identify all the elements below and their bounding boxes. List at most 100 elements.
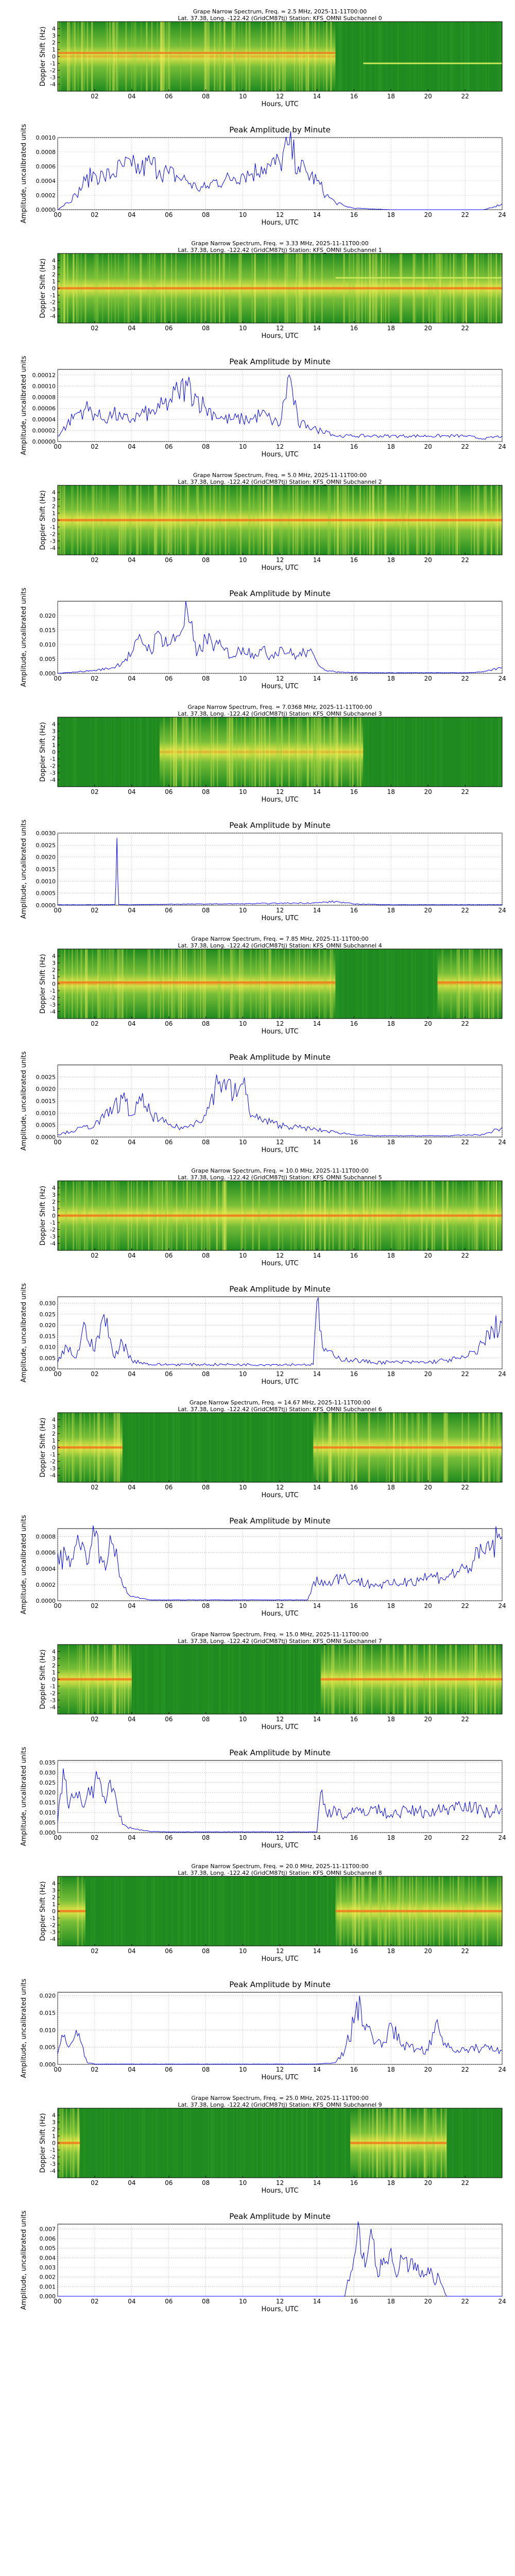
spectrogram-stripe: [282, 22, 284, 91]
x-tick-label: 16: [350, 2066, 358, 2073]
amplitude-title: Peak Amplitude by Minute: [229, 1284, 330, 1294]
spectrogram-stripe: [277, 22, 279, 91]
spectrogram-stripe: [366, 949, 368, 1019]
spectrogram-stripe: [170, 1413, 172, 1482]
spectrogram-stripe: [422, 949, 423, 1019]
x-tick-label: 22: [461, 1252, 469, 1259]
y-tick-label: 0.004: [40, 2255, 56, 2261]
spectrogram-stripe: [283, 2108, 285, 2178]
spectrogram-stripe: [378, 22, 380, 91]
spectrogram-stripe: [230, 949, 232, 1019]
y-tick-label: 0.010: [40, 2027, 56, 2033]
spectrogram-stripe: [497, 949, 499, 1019]
amplitude-ylabel: Amplitude, uncalibrated units: [20, 1283, 28, 1382]
y-tick-label: -2: [50, 1690, 56, 1697]
spectrogram-stripe: [125, 22, 127, 91]
spectrogram-6: Grape Narrow Spectrum, Freq. = 14.67 MHz…: [39, 1399, 503, 1499]
spectrogram-stripe: [303, 949, 305, 1019]
x-tick-label: 12: [276, 2066, 284, 2073]
spectrogram-stripe: [160, 1645, 163, 1714]
amplitude-ylabel: Amplitude, uncalibrated units: [20, 124, 28, 223]
y-tick-label: -4: [50, 1704, 56, 1711]
y-tick-label: 0.020: [40, 1789, 56, 1796]
x-tick-label: 10: [239, 1020, 247, 1027]
spectrogram-stripe: [441, 949, 443, 1019]
spectrogram-stripe: [77, 949, 78, 1019]
spectrogram-stripe: [317, 2108, 318, 2178]
spectrogram-stripe: [105, 717, 107, 787]
spectrogram-stripe: [149, 949, 151, 1019]
spectrogram-stripe: [218, 22, 220, 91]
spectrogram-stripe: [85, 949, 86, 1019]
spectrogram-stripe: [287, 1645, 289, 1714]
spectrogram-stripe: [249, 1645, 251, 1714]
spectrogram-stripe: [74, 717, 75, 787]
spectrogram-stripe: [170, 717, 171, 787]
y-tick-label: 0.00002: [32, 427, 56, 434]
spectrogram-stripe: [225, 1645, 226, 1714]
amplitude-chart-6: Peak Amplitude by Minute 0.0000 0.0002 0.00…: [20, 1515, 506, 1618]
y-tick-label: -4: [50, 1936, 56, 1943]
spectrogram-stripe: [264, 2108, 266, 2178]
spectrogram-stripe: [452, 2108, 453, 2178]
x-tick-label: 06: [165, 211, 173, 218]
x-tick-label: 16: [350, 1020, 358, 1027]
spectrogram-stripe: [274, 22, 276, 91]
spectrogram-stripe: [190, 1876, 192, 1946]
spectrogram-stripe: [208, 2108, 209, 2178]
spectrogram-stripe: [72, 717, 74, 787]
y-tick-label: 0.001: [40, 2283, 56, 2290]
spectrogram-stripe: [75, 717, 77, 787]
x-tick-label: 08: [202, 1370, 210, 1378]
spectrogram-title-line2: Lat. 37.38, Long. -122.42 (GridCM87tj) S…: [178, 1406, 382, 1413]
x-tick-label: 14: [313, 1252, 321, 1259]
x-tick-label: 12: [276, 2179, 284, 2187]
x-tick-label: 20: [424, 1020, 432, 1027]
spectrogram-stripe: [341, 2108, 342, 2178]
spectrogram-stripe: [115, 1876, 116, 1946]
y-tick-label: 0.0000: [36, 1598, 56, 1604]
y-tick-label: -3: [50, 1929, 56, 1936]
spectrogram-stripe: [110, 949, 112, 1019]
y-tick-label: -1: [50, 60, 56, 67]
x-tick-label: 12: [276, 1370, 284, 1378]
x-tick-label: 06: [165, 1252, 173, 1259]
y-tick-label: -1: [50, 1915, 56, 1922]
spectrogram-stripe: [337, 949, 339, 1019]
amplitude-xlabel: Hours, UTC: [261, 914, 298, 922]
spectrogram-stripe: [330, 949, 332, 1019]
spectrogram-4: Grape Narrow Spectrum, Freq. = 7.85 MHz,…: [39, 936, 503, 1036]
x-tick-label: 20: [424, 2066, 432, 2073]
y-tick-label: 0: [52, 1445, 56, 1451]
spectrogram-stripe: [262, 949, 264, 1019]
spectrogram-stripe: [133, 949, 135, 1019]
x-tick-label: 20: [424, 907, 432, 914]
spectrogram-stripe: [306, 1876, 307, 1946]
spectrogram-stripe: [146, 22, 148, 91]
amplitude-chart-1: Peak Amplitude by Minute 0.00000 0.00002 0.…: [20, 355, 506, 459]
spectrogram-stripe: [134, 2108, 135, 2178]
y-tick-label: 0.0006: [36, 163, 56, 170]
spectrogram-stripe: [427, 949, 428, 1019]
spectrogram-stripe: [61, 949, 62, 1019]
spectrogram-stripe: [146, 1645, 148, 1714]
spectrogram-stripe: [456, 949, 458, 1019]
spectrogram-stripe: [295, 949, 297, 1019]
spectrogram-stripe: [110, 717, 112, 787]
x-tick-label: 12: [276, 1602, 284, 1609]
spectrogram-stripe: [414, 717, 416, 787]
amplitude-xlabel: Hours, UTC: [261, 2074, 298, 2081]
spectrogram-stripe: [384, 717, 385, 787]
spectrogram-stripe: [330, 717, 332, 787]
x-tick-label: 18: [387, 1834, 395, 1841]
spectrogram-stripe: [341, 949, 344, 1019]
spectrogram-stripe: [296, 1876, 298, 1946]
spectrogram-stripe: [121, 1876, 123, 1946]
spectrogram-stripe: [143, 1876, 145, 1946]
spectrogram-stripe: [261, 22, 262, 91]
spectrogram-stripe: [238, 22, 239, 91]
spectrogram-stripe: [94, 717, 96, 787]
spectrogram-stripe: [269, 1413, 270, 1482]
y-tick-label: 0.00012: [32, 372, 56, 379]
x-tick-label: 06: [165, 2066, 173, 2073]
